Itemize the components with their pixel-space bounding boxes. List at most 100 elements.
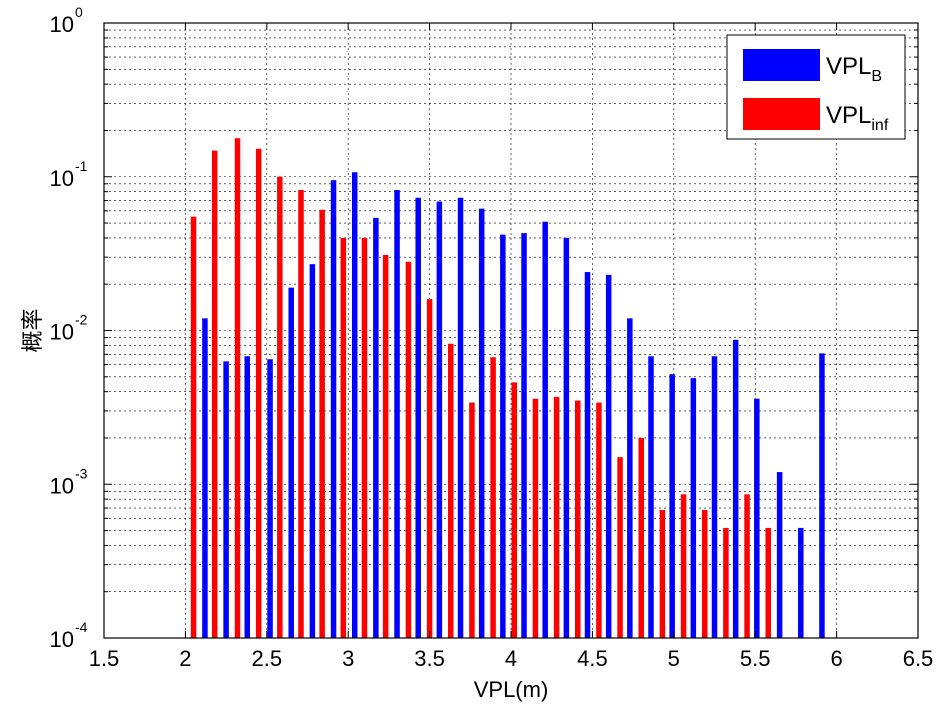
y-tick-base: 10 (50, 320, 74, 345)
y-tick-base: 10 (50, 166, 74, 191)
bar-vpl-inf (255, 148, 262, 638)
bar-vpl-b (542, 221, 548, 638)
bar-vpl-inf (190, 216, 197, 638)
y-tick-exponent: -4 (75, 619, 88, 635)
bar-vpl-inf (448, 343, 454, 638)
y-tick-exponent: -3 (75, 465, 88, 481)
bar-vpl-b (394, 190, 400, 639)
y-tick-label: 10 -4 (50, 619, 88, 652)
bar-vpl-b (776, 472, 783, 638)
x-tick-label: 4 (505, 646, 517, 671)
legend-label-main: VPL (826, 102, 871, 129)
x-axis-title: VPL(m) (474, 677, 549, 702)
bar-vpl-inf (744, 494, 750, 638)
bars (190, 138, 825, 639)
x-tick-labels: 1.5 2 2.5 3 3.5 4 4.5 5 5.5 6 6.5 (89, 646, 934, 671)
bar-vpl-b (267, 359, 273, 638)
bar-vpl-b (711, 356, 718, 638)
bar-vpl-inf (638, 437, 644, 638)
y-tick-base: 10 (50, 12, 74, 37)
bar-vpl-b (732, 339, 739, 638)
bar-vpl-b (478, 208, 485, 638)
bar-vpl-inf (426, 299, 433, 638)
bar-vpl-b (500, 234, 506, 638)
y-tick-base: 10 (50, 627, 74, 652)
bar-vpl-inf (574, 400, 581, 638)
bar-vpl-inf (680, 494, 687, 638)
x-tick-label: 5.5 (740, 646, 771, 671)
bar-vpl-b (563, 237, 570, 638)
bar-vpl-inf (277, 176, 283, 638)
legend-label-subscript: B (871, 68, 882, 85)
legend-swatch (743, 98, 820, 130)
legend-label-subscript: inf (871, 117, 888, 134)
x-tick-label: 6 (830, 646, 842, 671)
bar-vpl-inf (340, 237, 347, 638)
bar-vpl-inf (532, 398, 539, 638)
bar-vpl-inf (617, 457, 623, 638)
bar-vpl-inf (765, 527, 771, 638)
bar-vpl-b (330, 180, 337, 639)
x-tick-label: 1.5 (89, 646, 120, 671)
bar-vpl-b (798, 527, 804, 638)
y-tick-label: 10 -3 (50, 465, 88, 498)
bar-vpl-b (351, 172, 358, 638)
bar-vpl-inf (553, 396, 560, 638)
bar-vpl-b (223, 361, 229, 638)
bar-vpl-b (457, 197, 464, 639)
bar-vpl-b (244, 356, 251, 638)
bar-vpl-b (521, 233, 527, 638)
y-tick-label: 10 0 (50, 4, 83, 37)
bar-vpl-b (819, 353, 825, 638)
legend-swatch (743, 49, 820, 81)
y-tick-label: 10 -2 (50, 312, 88, 345)
bar-vpl-inf (490, 357, 496, 638)
bar-vpl-b (690, 378, 697, 638)
y-tick-exponent: -1 (75, 158, 88, 174)
y-tick-exponent: -2 (75, 312, 88, 328)
bar-vpl-inf (319, 209, 325, 638)
bar-vpl-inf (511, 382, 518, 638)
bar-vpl-b (605, 274, 612, 638)
bar-vpl-inf (298, 190, 304, 639)
bar-vpl-inf (469, 402, 475, 638)
bar-vpl-inf (405, 261, 412, 638)
x-tick-label: 5 (668, 646, 680, 671)
bar-vpl-inf (211, 150, 218, 638)
y-axis-title: 概率 (20, 308, 45, 352)
bar-vpl-b (202, 318, 208, 638)
x-tick-label: 6.5 (903, 646, 934, 671)
legend-label: VPLB (826, 53, 882, 85)
x-tick-label: 4.5 (577, 646, 608, 671)
y-tick-exponent: 0 (75, 4, 83, 20)
bar-vpl-inf (361, 237, 368, 638)
x-tick-label: 2 (179, 646, 191, 671)
bar-vpl-b (648, 356, 654, 638)
bar-vpl-inf (234, 138, 241, 638)
x-tick-label: 3 (342, 646, 354, 671)
bar-vpl-b (373, 217, 379, 638)
bar-vpl-b (415, 197, 421, 639)
bar-vpl-inf (701, 510, 708, 638)
bar-vpl-b (436, 201, 443, 638)
bar-vpl-b (627, 318, 633, 638)
bar-vpl-b (288, 287, 294, 638)
x-tick-label: 3.5 (414, 646, 445, 671)
bar-vpl-inf (382, 254, 389, 639)
y-tick-base: 10 (50, 473, 74, 498)
ticks (103, 23, 919, 639)
y-tick-label: 10 -1 (50, 158, 88, 191)
bar-vpl-b (309, 264, 316, 638)
bar-vpl-b (754, 398, 760, 638)
legend-label-main: VPL (826, 53, 871, 80)
bar-vpl-inf (659, 510, 666, 638)
bar-vpl-b (584, 272, 591, 638)
x-tick-label: 2.5 (252, 646, 283, 671)
legend-label: VPLinf (826, 102, 889, 134)
bar-vpl-inf (723, 527, 729, 638)
bar-vpl-b (669, 374, 675, 638)
bar-vpl-inf (596, 402, 602, 638)
